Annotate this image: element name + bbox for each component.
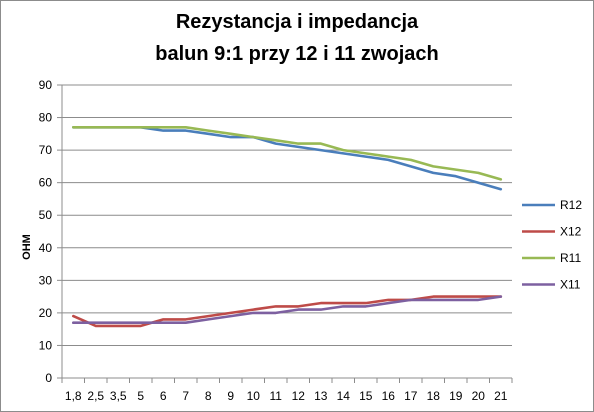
x-tick-label: 20	[472, 389, 486, 403]
legend-label-x11: X11	[560, 278, 581, 292]
x-tick-label: 9	[227, 389, 234, 403]
x-tick-label: 5	[137, 389, 144, 403]
x-tick-label: 7	[182, 389, 189, 403]
x-tick-label: 8	[205, 389, 212, 403]
y-tick-label: 0	[45, 371, 52, 385]
x-tick-label: 6	[160, 389, 167, 403]
legend-label-r12: R12	[560, 198, 582, 212]
legend-label-x12: X12	[560, 225, 582, 239]
x-tick-label: 10	[247, 389, 261, 403]
x-tick-label: 18	[427, 389, 441, 403]
x-tick-label: 15	[359, 389, 373, 403]
series-line-x12	[72, 295, 503, 328]
x-tick-label: 19	[449, 389, 463, 403]
y-tick-label: 40	[39, 241, 53, 255]
y-tick-label: 10	[39, 338, 53, 352]
x-tick-label: 2,5	[87, 389, 104, 403]
x-tick-label: 14	[337, 389, 351, 403]
y-tick-label: 70	[39, 143, 53, 157]
x-tick-label: 12	[292, 389, 306, 403]
y-tick-label: 50	[39, 208, 53, 222]
x-tick-label: 3,5	[110, 389, 127, 403]
x-tick-label: 17	[404, 389, 418, 403]
series-line-r12	[72, 126, 503, 191]
chart-title-line-2: balun 9:1 przy 12 i 11 zwojach	[155, 43, 439, 65]
y-tick-label: 80	[39, 111, 53, 125]
x-tick-label: 1,8	[65, 389, 82, 403]
x-tick-label: 16	[382, 389, 396, 403]
x-tick-label: 11	[270, 389, 283, 403]
y-tick-label: 20	[39, 306, 53, 320]
chart-title-line-1: Rezystancja i impedancja	[175, 11, 419, 33]
y-axis-label: OHM	[21, 234, 33, 260]
x-tick-label: 13	[314, 389, 328, 403]
y-tick-label: 60	[39, 176, 53, 190]
x-tick-label: 21	[494, 389, 508, 403]
legend-label-r11: R11	[560, 251, 581, 265]
y-tick-label: 90	[39, 78, 53, 92]
series-line-r11	[72, 126, 503, 181]
y-tick-label: 30	[39, 273, 53, 287]
series-line-x11	[72, 295, 503, 325]
